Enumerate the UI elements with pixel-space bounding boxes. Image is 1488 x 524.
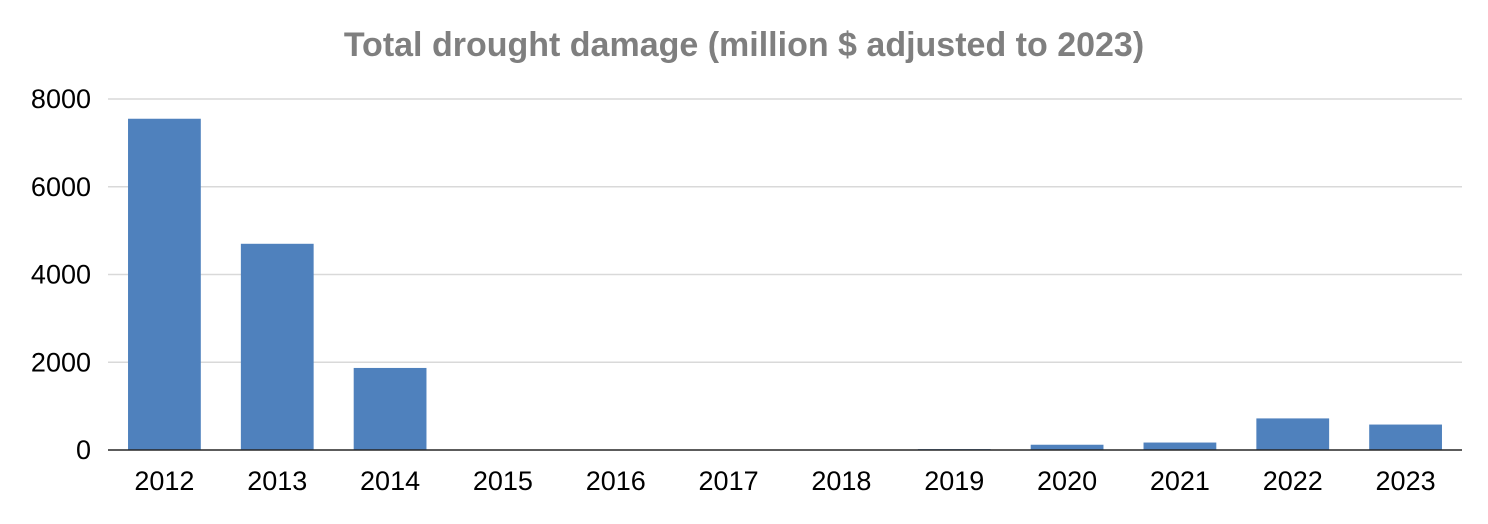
bar-2013 <box>240 243 314 450</box>
x-tick-label: 2020 <box>1037 466 1097 496</box>
bar-2021 <box>1143 442 1217 450</box>
bar-2012 <box>128 118 201 451</box>
x-tick-label: 2019 <box>924 466 984 496</box>
bars <box>128 118 1442 451</box>
x-tick-label: 2014 <box>360 466 420 496</box>
x-tick-label: 2021 <box>1150 466 1210 496</box>
y-axis-tick-labels: 0 2000 4000 6000 8000 <box>31 84 91 465</box>
x-tick-label: 2023 <box>1376 466 1436 496</box>
x-tick-label: 2012 <box>134 466 194 496</box>
x-tick-label: 2015 <box>473 466 533 496</box>
y-tick-label: 2000 <box>31 347 91 377</box>
chart-title: Total drought damage (million $ adjusted… <box>344 26 1144 64</box>
x-tick-label: 2017 <box>699 466 759 496</box>
bar-2020 <box>1030 444 1104 450</box>
gridlines <box>108 98 1462 363</box>
y-tick-label: 8000 <box>31 84 91 114</box>
x-tick-label: 2013 <box>247 466 307 496</box>
x-tick-label: 2018 <box>811 466 871 496</box>
bar-2014 <box>353 367 427 450</box>
bar-2022 <box>1256 418 1330 450</box>
x-axis-tick-labels: 2012 2013 2014 2015 2016 2017 2018 2019 2020 2021… <box>134 466 1435 496</box>
y-tick-label: 4000 <box>31 260 91 290</box>
y-tick-label: 6000 <box>31 172 91 202</box>
x-tick-label: 2016 <box>586 466 646 496</box>
y-tick-label: 0 <box>76 435 91 465</box>
bar-2023 <box>1369 424 1442 450</box>
x-tick-label: 2022 <box>1263 466 1323 496</box>
